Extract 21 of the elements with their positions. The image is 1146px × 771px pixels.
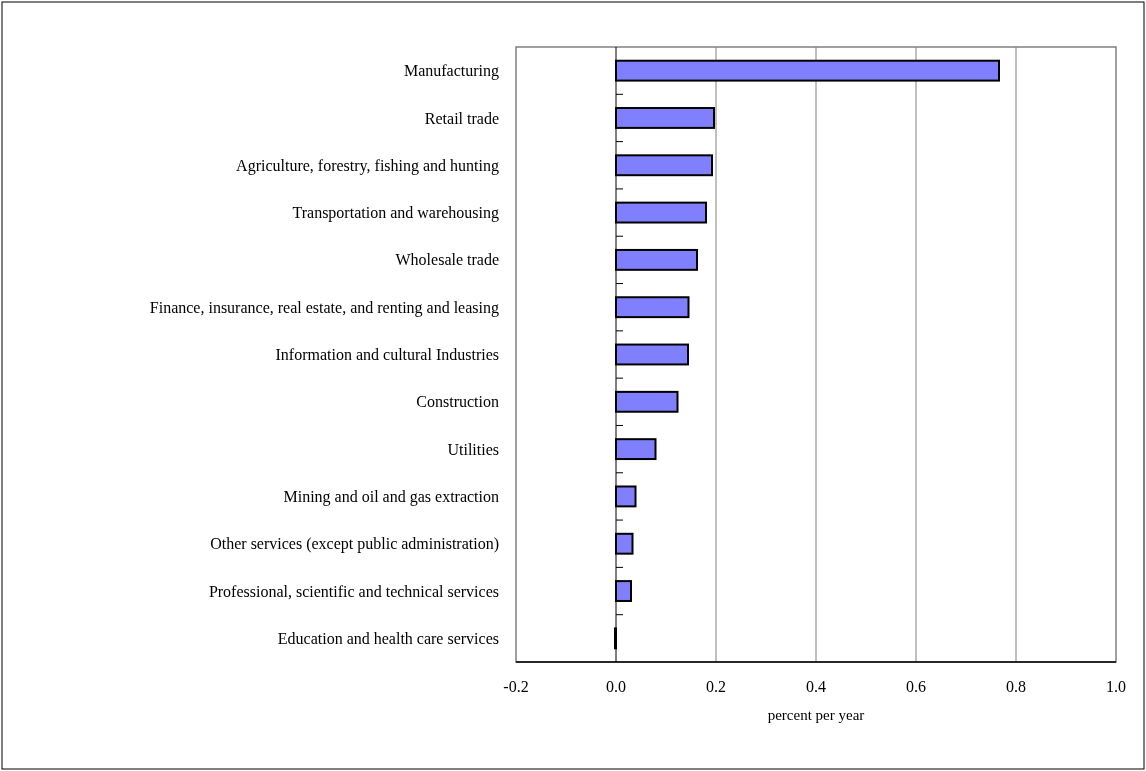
x-tick-label: -0.2 — [503, 678, 529, 695]
x-tick-label: 0.6 — [906, 678, 926, 695]
x-tick-label: 0.0 — [606, 678, 626, 695]
y-tick-label: Mining and oil and gas extraction — [283, 488, 499, 507]
y-tick-label: Finance, insurance, real estate, and renting and leasing — [149, 298, 499, 317]
y-tick-label: Wholesale trade — [395, 251, 499, 269]
y-tick-label: Retail trade — [424, 109, 499, 127]
x-tick-label: 0.4 — [806, 678, 826, 695]
x-tick-label: 0.8 — [1006, 678, 1026, 695]
y-tick-label: Education and health care services — [277, 629, 499, 647]
y-tick-label: Professional, scientific and technical services — [208, 582, 499, 600]
x-tick-label: 1.0 — [1106, 678, 1126, 695]
y-tick-label: Other services (except public administration) — [210, 535, 499, 554]
y-tick-label: Construction — [416, 393, 499, 411]
y-tick-label: Information and cultural Industries — [275, 346, 499, 364]
y-tick-label: Transportation and warehousing — [292, 204, 499, 223]
y-tick-label: Manufacturing — [403, 62, 499, 81]
y-tick-label: Agriculture, forestry, fishing and hunting — [236, 156, 499, 175]
x-tick-label: 0.2 — [706, 678, 726, 695]
y-tick-label: Utilities — [447, 440, 499, 458]
x-axis-title: percent per year — [767, 707, 865, 724]
